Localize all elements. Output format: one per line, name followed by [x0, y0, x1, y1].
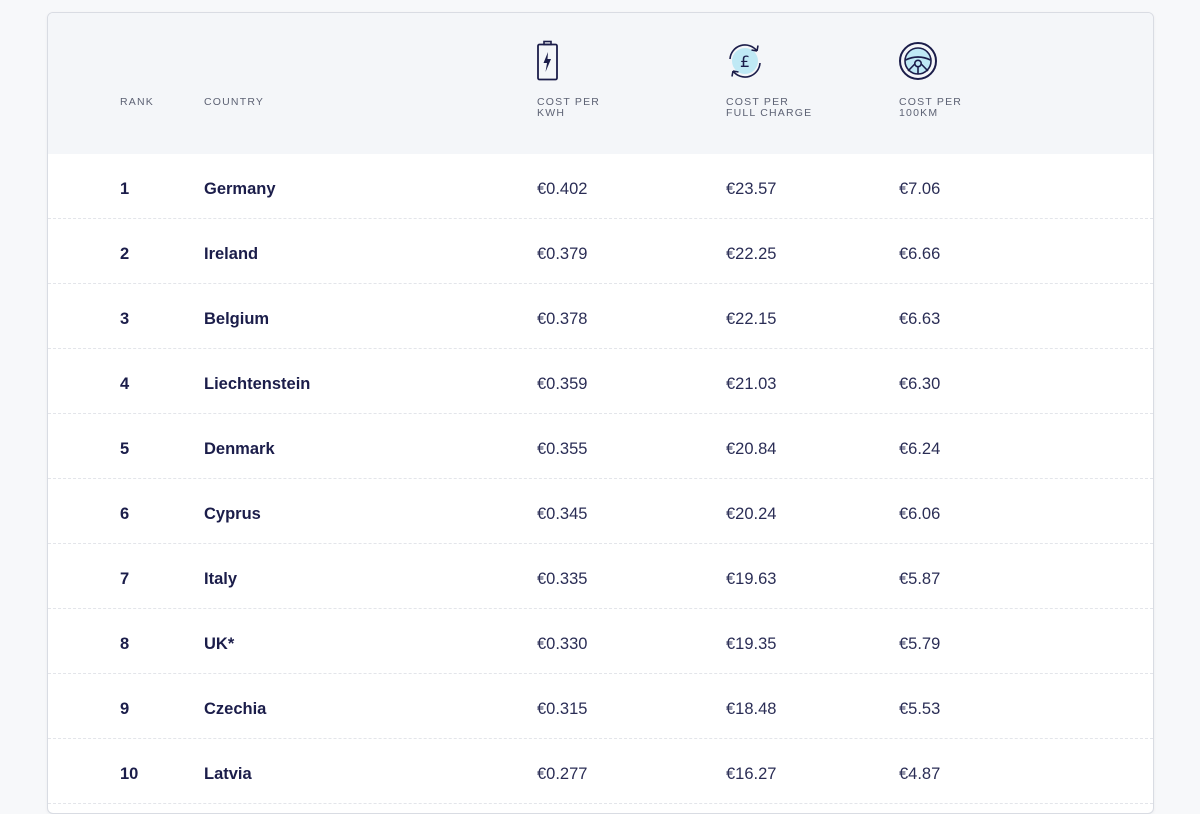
cost-100km-cell: €5.53	[899, 700, 941, 718]
table-row: 9 Czechia €0.315 €18.48 €5.53	[48, 674, 1153, 739]
header-rank: RANK	[120, 97, 154, 108]
cost-100km-cell: €6.30	[899, 375, 941, 393]
header-rank-label: RANK	[120, 96, 154, 108]
table-body: 1 Germany €0.402 €23.57 €7.06 2 Ireland €0.379 €…	[48, 154, 1153, 804]
country-cell: Latvia	[204, 765, 252, 783]
table-row: 4 Liechtenstein €0.359 €21.03 €6.30	[48, 349, 1153, 414]
country-cell: Italy	[204, 570, 238, 588]
cost-full-charge-cell: €23.57	[726, 180, 777, 198]
cost-full-charge-cell: €20.24	[726, 505, 777, 523]
cost-table-card: RANK COUNTRY COST PER KWH £	[47, 12, 1154, 814]
country-cell: Denmark	[204, 440, 275, 458]
table-header: RANK COUNTRY COST PER KWH £	[48, 13, 1153, 154]
cost-kwh-cell: €0.355	[537, 440, 588, 458]
cost-kwh-cell: €0.315	[537, 700, 588, 718]
country-cell: UK*	[204, 635, 235, 653]
cost-kwh-cell: €0.277	[537, 765, 588, 783]
rank-cell: 4	[120, 375, 130, 393]
cost-kwh-cell: €0.359	[537, 375, 588, 393]
steering-wheel-icon	[897, 40, 939, 82]
cost-kwh-cell: €0.335	[537, 570, 588, 588]
table-row: 8 UK* €0.330 €19.35 €5.79	[48, 609, 1153, 674]
country-cell: Cyprus	[204, 505, 261, 523]
cost-100km-cell: €4.87	[899, 765, 941, 783]
cost-100km-cell: €6.06	[899, 505, 941, 523]
cost-kwh-cell: €0.330	[537, 635, 588, 653]
cost-full-charge-cell: €20.84	[726, 440, 777, 458]
table-row: 1 Germany €0.402 €23.57 €7.06	[48, 154, 1153, 219]
cost-full-charge-cell: €16.27	[726, 765, 777, 783]
table-row: 3 Belgium €0.378 €22.15 €6.63	[48, 284, 1153, 349]
cost-full-charge-cell: €21.03	[726, 375, 777, 393]
country-cell: Germany	[204, 180, 276, 198]
svg-text:£: £	[740, 52, 750, 71]
cost-100km-cell: €5.87	[899, 570, 941, 588]
header-cost-kwh-line1: COST PER	[537, 96, 601, 108]
header-cost-full-line2: FULL CHARGE	[726, 107, 813, 119]
cost-100km-cell: €6.66	[899, 245, 941, 263]
rank-cell: 8	[120, 635, 130, 653]
rank-cell: 9	[120, 700, 130, 718]
cost-100km-cell: €6.24	[899, 440, 941, 458]
rank-cell: 10	[120, 765, 139, 783]
table-row: 5 Denmark €0.355 €20.84 €6.24	[48, 414, 1153, 479]
cost-full-charge-cell: €22.15	[726, 310, 777, 328]
header-country: COUNTRY	[204, 97, 264, 108]
header-cost-full-line1: COST PER	[726, 96, 790, 108]
cost-full-charge-cell: €22.25	[726, 245, 777, 263]
cost-100km-cell: €5.79	[899, 635, 941, 653]
cost-full-charge-cell: €19.35	[726, 635, 777, 653]
cost-kwh-cell: €0.378	[537, 310, 588, 328]
rank-cell: 7	[120, 570, 130, 588]
table-row: 6 Cyprus €0.345 €20.24 €6.06	[48, 479, 1153, 544]
battery-charge-icon	[526, 40, 568, 82]
header-country-label: COUNTRY	[204, 96, 265, 108]
pound-cycle-icon: £	[724, 40, 766, 82]
rank-cell: 6	[120, 505, 130, 523]
rank-cell: 5	[120, 440, 130, 458]
country-cell: Czechia	[204, 700, 267, 718]
header-cost-100km-line2: 100KM	[899, 107, 939, 119]
cost-kwh-cell: €0.402	[537, 180, 588, 198]
table-row: 10 Latvia €0.277 €16.27 €4.87	[48, 739, 1153, 804]
header-cost-100km: COST PER 100KM	[899, 97, 962, 119]
rank-cell: 2	[120, 245, 130, 263]
cost-kwh-cell: €0.379	[537, 245, 588, 263]
rank-cell: 3	[120, 310, 130, 328]
header-cost-100km-line1: COST PER	[899, 96, 963, 108]
rank-cell: 1	[120, 180, 130, 198]
header-cost-full-charge: COST PER FULL CHARGE	[726, 97, 812, 119]
country-cell: Ireland	[204, 245, 259, 263]
country-cell: Liechtenstein	[204, 375, 311, 393]
header-cost-kwh: COST PER KWH	[537, 97, 600, 119]
cost-100km-cell: €7.06	[899, 180, 941, 198]
cost-full-charge-cell: €18.48	[726, 700, 777, 718]
header-cost-kwh-line2: KWH	[537, 107, 566, 119]
table-row: 7 Italy €0.335 €19.63 €5.87	[48, 544, 1153, 609]
cost-full-charge-cell: €19.63	[726, 570, 777, 588]
cost-kwh-cell: €0.345	[537, 505, 588, 523]
country-cell: Belgium	[204, 310, 270, 328]
cost-100km-cell: €6.63	[899, 310, 941, 328]
table-row: 2 Ireland €0.379 €22.25 €6.66	[48, 219, 1153, 284]
